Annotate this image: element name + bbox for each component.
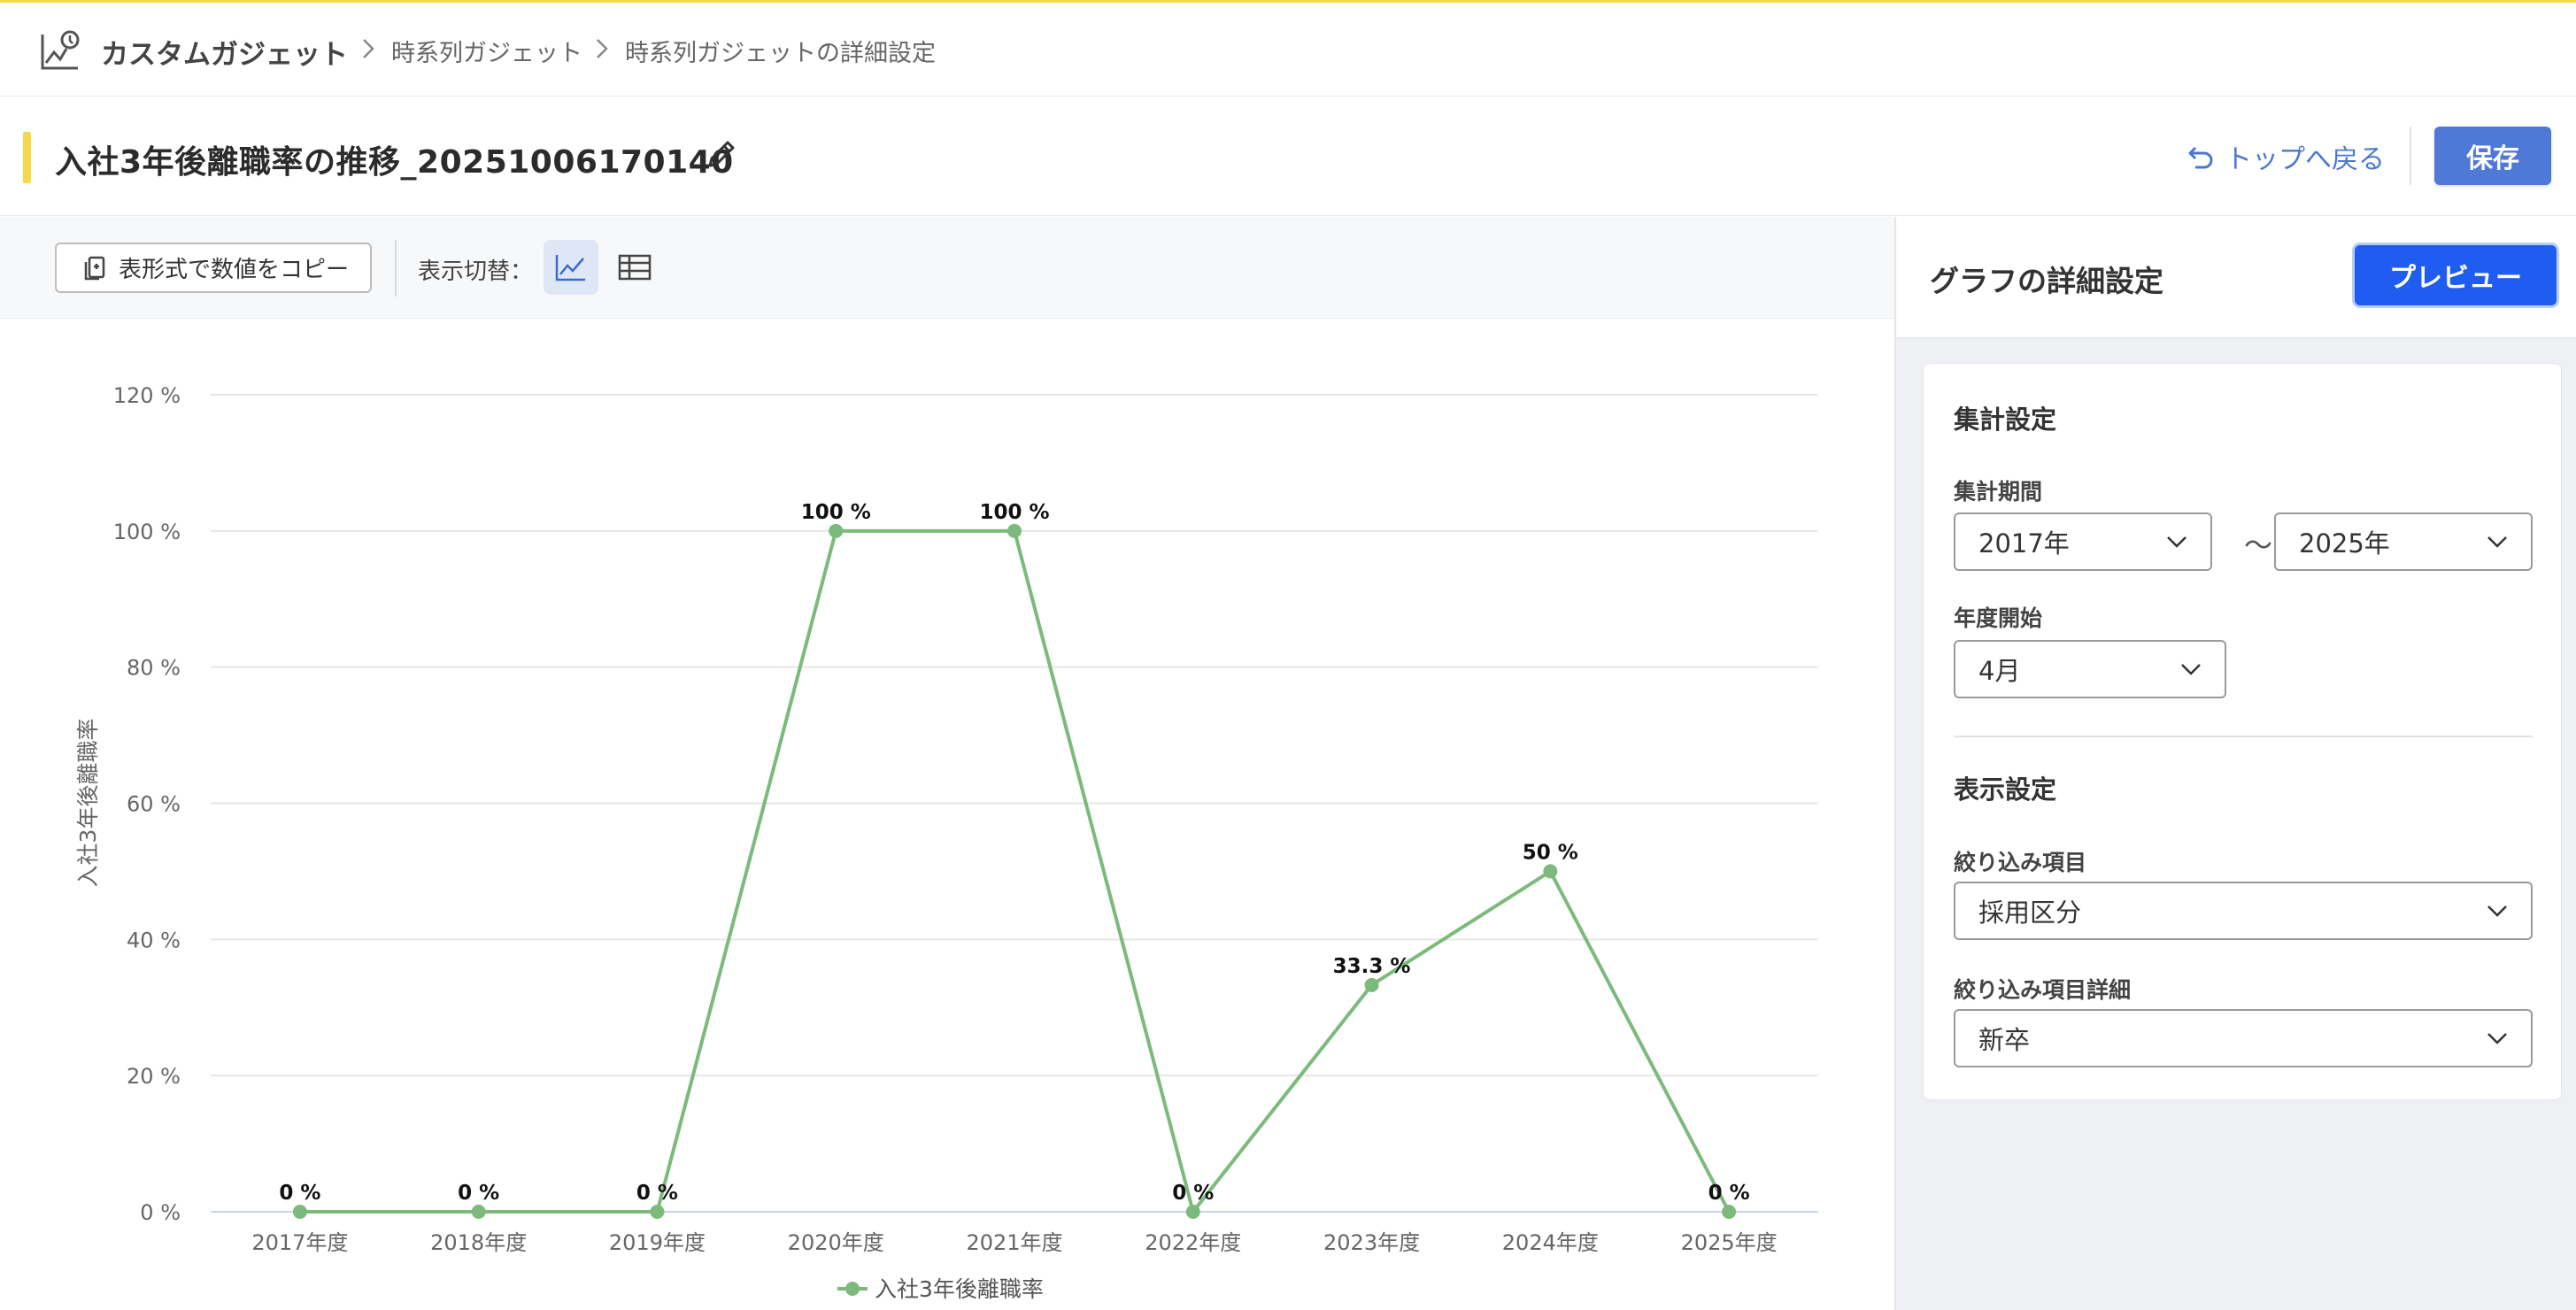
- period-from-select[interactable]: 2017年: [1954, 512, 2212, 571]
- page-title: 入社3年後離職率の推移_20251006170140: [55, 144, 734, 181]
- x-tick-label: 2020年度: [788, 1230, 884, 1255]
- x-tick-label: 2018年度: [430, 1230, 527, 1255]
- data-point: [1185, 1205, 1200, 1219]
- fiscal-year-start-select[interactable]: 4月: [1954, 640, 2226, 698]
- data-point: [1543, 864, 1558, 879]
- undo-arrow-icon: [2188, 146, 2213, 169]
- data-label: 0 %: [279, 1182, 320, 1205]
- top-accent-line: [0, 0, 2576, 3]
- period-to-value: 2025年: [2299, 528, 2390, 559]
- period-tilde: 〜: [2244, 528, 2273, 562]
- breadcrumb-item-detail: 時系列ガジェットの詳細設定: [625, 40, 936, 67]
- data-point: [292, 1205, 307, 1219]
- custom-gadget-icon: [41, 30, 80, 70]
- settings-panel-title: グラフの詳細設定: [1930, 264, 2163, 298]
- data-label: 0 %: [458, 1182, 499, 1205]
- clipboard-copy-icon: [84, 256, 105, 280]
- x-tick-label: 2024年度: [1502, 1230, 1599, 1255]
- copy-as-table-label: 表形式で数値をコピー: [119, 257, 350, 283]
- line-chart: 0 % 20 % 40 % 60 % 80 % 100 % 120 % 入社3年後離職率 201…: [75, 383, 1818, 1302]
- filter-item-label: 絞り込み項目: [1954, 850, 2087, 875]
- filter-item-select[interactable]: 採用区分: [1954, 882, 2533, 940]
- title-accent-bar: [23, 132, 31, 183]
- data-point: [471, 1205, 486, 1219]
- fiscal-year-start-value: 4月: [1978, 656, 2021, 686]
- x-tick-label: 2021年度: [966, 1230, 1062, 1255]
- chevron-down-icon: [2181, 664, 2201, 675]
- y-tick-label: 60 %: [127, 792, 181, 817]
- breadcrumb-root[interactable]: カスタムガジェット: [101, 39, 348, 71]
- y-tick-label: 40 %: [127, 928, 181, 952]
- data-label: 0 %: [1172, 1182, 1214, 1205]
- display-section-title: 表示設定: [1954, 774, 2057, 805]
- breadcrumb-item-timeseries[interactable]: 時系列ガジェット: [391, 40, 582, 67]
- settings-card: 集計設定 集計期間 2017年 〜 2025年 年度開始 4月 表示設定 絞り込…: [1923, 363, 2562, 1100]
- chart-toolbar: 表形式で数値をコピー 表示切替：: [0, 217, 1894, 319]
- pencil-icon[interactable]: [703, 135, 740, 173]
- header-divider: [2410, 127, 2411, 185]
- period-to-select[interactable]: 2025年: [2274, 512, 2533, 571]
- filter-detail-select[interactable]: 新卒: [1954, 1009, 2533, 1067]
- data-label: 0 %: [636, 1182, 678, 1205]
- chevron-down-icon: [2487, 536, 2507, 548]
- save-button[interactable]: 保存: [2434, 127, 2551, 185]
- y-tick-label: 120 %: [113, 383, 181, 408]
- legend-label: 入社3年後離職率: [875, 1276, 1044, 1302]
- settings-panel: グラフの詳細設定 プレビュー 集計設定 集計期間 2017年 〜 2025年 年…: [1894, 217, 2576, 1310]
- period-label: 集計期間: [1954, 479, 2043, 505]
- y-tick-label: 80 %: [127, 656, 181, 681]
- data-point: [829, 523, 844, 538]
- title-bar: 入社3年後離職率の推移_20251006170140 トップへ戻る 保存: [0, 96, 2576, 216]
- data-label: 100 %: [801, 501, 871, 524]
- section-divider: [1954, 736, 2533, 737]
- filter-detail-label: 絞り込み項目詳細: [1954, 977, 2132, 1003]
- table-view-toggle[interactable]: [607, 240, 662, 295]
- back-to-top-label: トップへ戻る: [2225, 144, 2385, 175]
- chevron-right-icon: [363, 39, 374, 58]
- copy-as-table-button[interactable]: 表形式で数値をコピー: [55, 243, 372, 293]
- data-point: [1007, 523, 1022, 538]
- y-tick-label: 100 %: [113, 520, 181, 544]
- view-switch-label: 表示切替：: [418, 258, 534, 285]
- settings-panel-header: グラフの詳細設定 プレビュー: [1896, 217, 2576, 338]
- back-to-top-link[interactable]: トップへ戻る: [2185, 135, 2385, 179]
- filter-detail-value: 新卒: [1978, 1025, 2031, 1055]
- chevron-down-icon: [2487, 905, 2507, 917]
- series-line: [299, 528, 1731, 1214]
- breadcrumb: カスタムガジェット 時系列ガジェット 時系列ガジェットの詳細設定: [0, 3, 2576, 96]
- filter-item-value: 採用区分: [1978, 898, 2082, 928]
- y-axis-label: 入社3年後離職率: [75, 719, 101, 888]
- data-point: [650, 1205, 665, 1219]
- x-tick-label: 2022年度: [1145, 1230, 1241, 1255]
- fiscal-year-start-label: 年度開始: [1954, 605, 2043, 631]
- legend-marker: [845, 1282, 860, 1296]
- chevron-down-icon: [2487, 1033, 2507, 1044]
- preview-button[interactable]: プレビュー: [2355, 245, 2557, 305]
- y-tick-label: 0 %: [140, 1200, 181, 1225]
- data-label: 50 %: [1523, 841, 1578, 864]
- table-icon: [618, 254, 652, 281]
- toolbar-divider: [395, 240, 397, 297]
- x-tick-label: 2025年度: [1681, 1230, 1778, 1255]
- data-point: [1364, 977, 1379, 992]
- line-chart-icon: [555, 255, 585, 281]
- data-label: 100 %: [979, 501, 1049, 524]
- y-tick-label: 20 %: [127, 1064, 181, 1089]
- line-view-toggle[interactable]: [544, 240, 598, 295]
- data-label: 33.3 %: [1333, 955, 1411, 978]
- data-label: 0 %: [1708, 1182, 1750, 1205]
- x-tick-label: 2017年度: [251, 1230, 348, 1255]
- chevron-right-icon: [597, 39, 608, 58]
- x-tick-label: 2023年度: [1323, 1230, 1420, 1255]
- x-tick-label: 2019年度: [609, 1230, 706, 1255]
- aggregation-section-title: 集計設定: [1954, 405, 2057, 435]
- chart-area: 0 % 20 % 40 % 60 % 80 % 100 % 120 % 入社3年後離職率 201…: [0, 319, 1894, 1310]
- chevron-down-icon: [2167, 536, 2187, 548]
- data-point: [1722, 1205, 1737, 1219]
- period-from-value: 2017年: [1978, 528, 2070, 559]
